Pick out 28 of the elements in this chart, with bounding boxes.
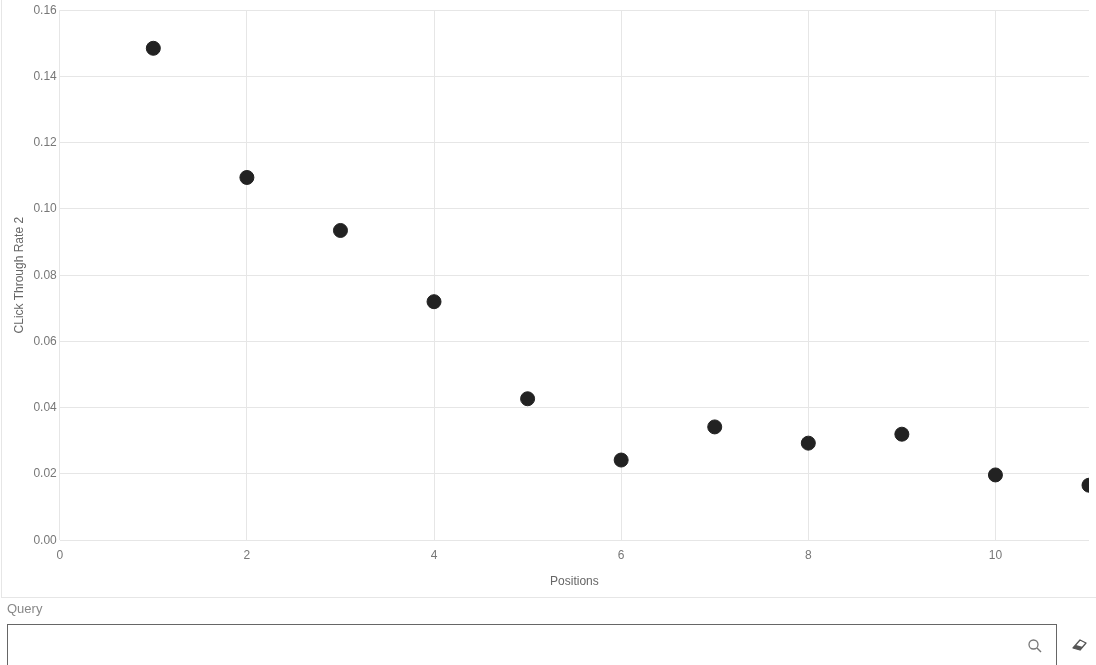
point: [987, 467, 1003, 483]
point: [894, 426, 910, 442]
y-tick-label: 0.16: [33, 2, 58, 17]
x-tick-label: 6: [617, 547, 625, 562]
x-tick-label: 8: [804, 547, 812, 562]
y-axis-title: CLick Through Rate 2: [11, 216, 26, 334]
point: [800, 435, 816, 451]
point: [426, 294, 442, 310]
point: [332, 222, 348, 238]
y-tick-label: 0.12: [33, 135, 58, 150]
point: [613, 452, 629, 468]
x-tick-label: 10: [988, 547, 1003, 562]
y-tick-label: 0.08: [33, 267, 58, 282]
y-tick-label: 0.04: [33, 400, 58, 415]
point: [520, 391, 536, 407]
x-tick-label: 4: [430, 547, 438, 562]
y-tick-label: 0.06: [33, 333, 58, 348]
point: [145, 40, 161, 56]
y-tick-label: 0.14: [33, 68, 58, 83]
point: [707, 419, 723, 435]
y-tick-label: 0.00: [33, 532, 58, 547]
x-axis-title: Positions: [550, 574, 599, 589]
x-tick-label: 0: [56, 547, 64, 562]
y-tick-label: 0.02: [33, 466, 58, 481]
point: [239, 169, 255, 185]
y-tick-label: 0.10: [33, 201, 58, 216]
text: Query: [7, 601, 43, 616]
x-tick-label: 2: [243, 547, 251, 562]
